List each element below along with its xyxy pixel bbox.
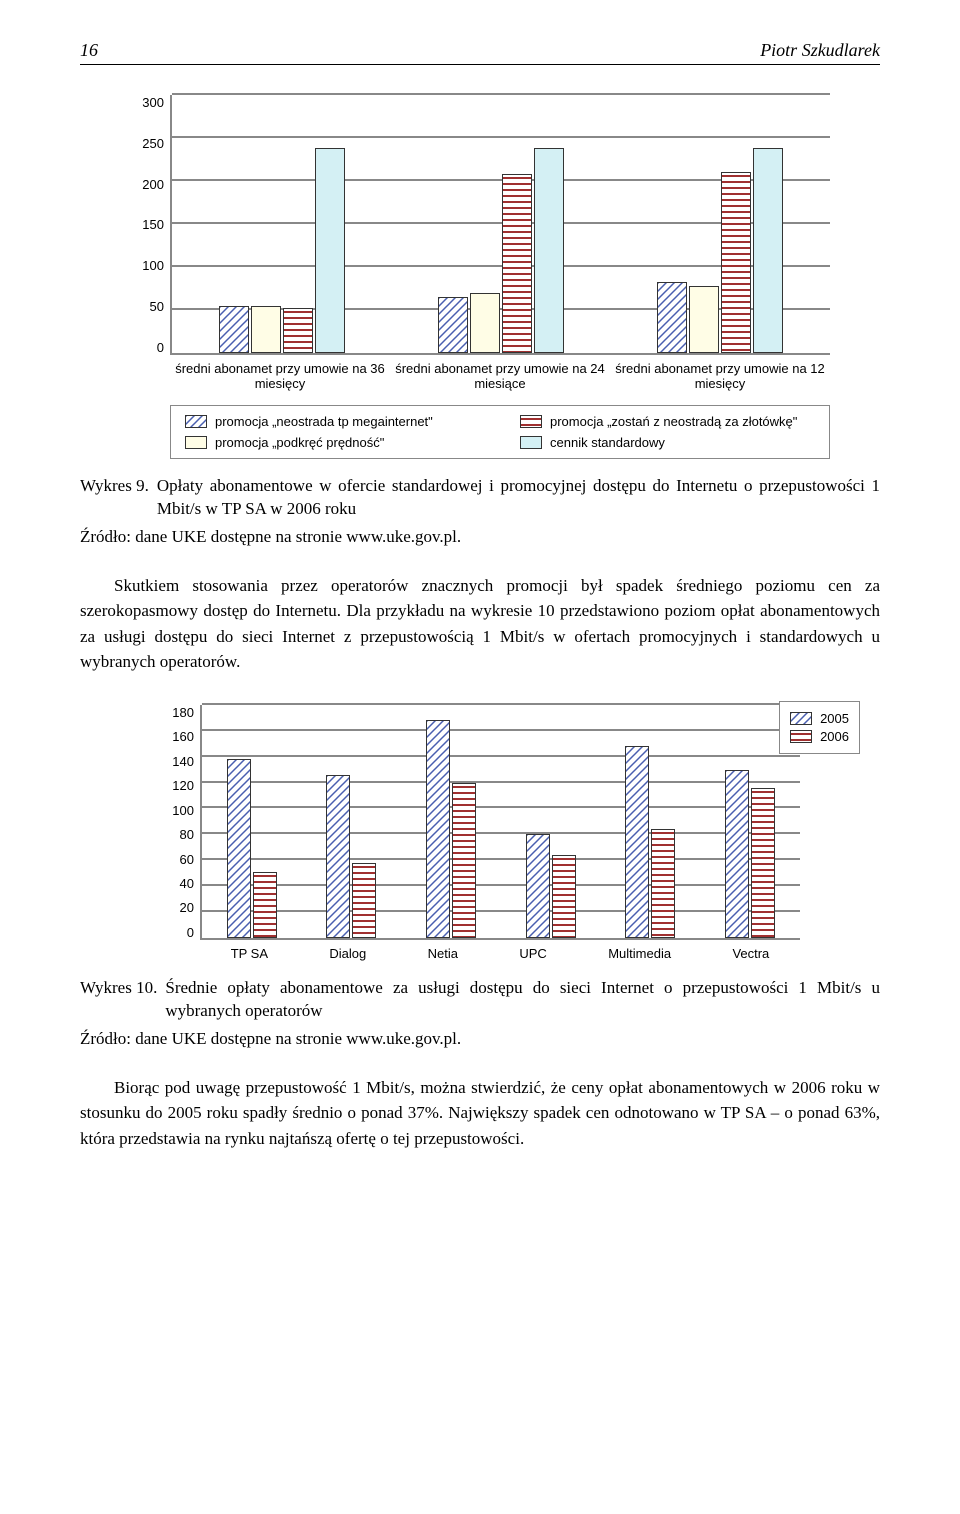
chart10-plot (200, 705, 800, 940)
bar (452, 783, 476, 938)
caption-label: Wykres 9. (80, 475, 157, 521)
bar (283, 308, 313, 353)
bar (352, 863, 376, 938)
bar (502, 174, 532, 353)
bar (426, 720, 450, 937)
chart10-x-labels: TP SADialogNetiaUPCMultimediaVectra (200, 946, 800, 961)
bar (534, 148, 564, 353)
bar (438, 297, 468, 353)
bar (725, 770, 749, 938)
chart-9: 050100150200250300 średni abonamet przy … (130, 95, 830, 459)
chart10-caption: Wykres 10. Średnie opłaty abonamentowe z… (80, 977, 880, 1023)
legend-item: cennik standardowy (520, 435, 815, 450)
page-number: 16 (80, 40, 98, 61)
paragraph-1: Skutkiem stosowania przez operatorów zna… (80, 573, 880, 675)
bar (651, 829, 675, 938)
chart9-x-labels: średni abonamet przy umowie na 36 miesię… (170, 361, 830, 391)
bar (721, 172, 751, 353)
bar (753, 148, 783, 353)
bar (253, 872, 277, 938)
bar (227, 759, 251, 938)
legend-item: 2006 (790, 729, 849, 744)
bar (689, 286, 719, 353)
bar (552, 855, 576, 938)
caption-text: Średnie opłaty abonamentowe za usługi do… (165, 977, 880, 1023)
bar (751, 788, 775, 938)
caption-label: Wykres 10. (80, 977, 165, 1023)
bar (625, 746, 649, 938)
chart-10: 20052006 020406080100120140160180 TP SAD… (160, 705, 800, 961)
paragraph-2: Biorąc pod uwagę przepustowość 1 Mbit/s,… (80, 1075, 880, 1152)
chart9-legend: promocja „neostrada tp megainternet" prom… (170, 405, 830, 459)
chart9-y-axis: 050100150200250300 (130, 95, 170, 355)
bar (315, 148, 345, 353)
bar (326, 775, 350, 938)
chart10-y-axis: 020406080100120140160180 (160, 705, 200, 940)
caption-text: Opłaty abonamentowe w ofercie standardow… (157, 475, 880, 521)
legend-item: promocja „neostrada tp megainternet" (185, 414, 480, 429)
chart10-source: Źródło: dane UKE dostępne na stronie www… (80, 1029, 880, 1049)
bar (219, 306, 249, 353)
chart9-plot (170, 95, 830, 355)
legend-item: promocja „zostań z neostradą za złotówkę… (520, 414, 815, 429)
chart9-caption: Wykres 9. Opłaty abonamentowe w ofercie … (80, 475, 880, 521)
bar (657, 282, 687, 353)
author-name: Piotr Szkudlarek (760, 40, 880, 61)
chart10-legend: 2005 2006 (779, 701, 860, 754)
chart9-source: Źródło: dane UKE dostępne na stronie www… (80, 527, 880, 547)
legend-item: 2005 (790, 711, 849, 726)
bar (470, 293, 500, 353)
bar (526, 834, 550, 938)
legend-item: promocja „podkręć prędność" (185, 435, 480, 450)
page-header: 16 Piotr Szkudlarek (80, 40, 880, 65)
bar (251, 306, 281, 353)
